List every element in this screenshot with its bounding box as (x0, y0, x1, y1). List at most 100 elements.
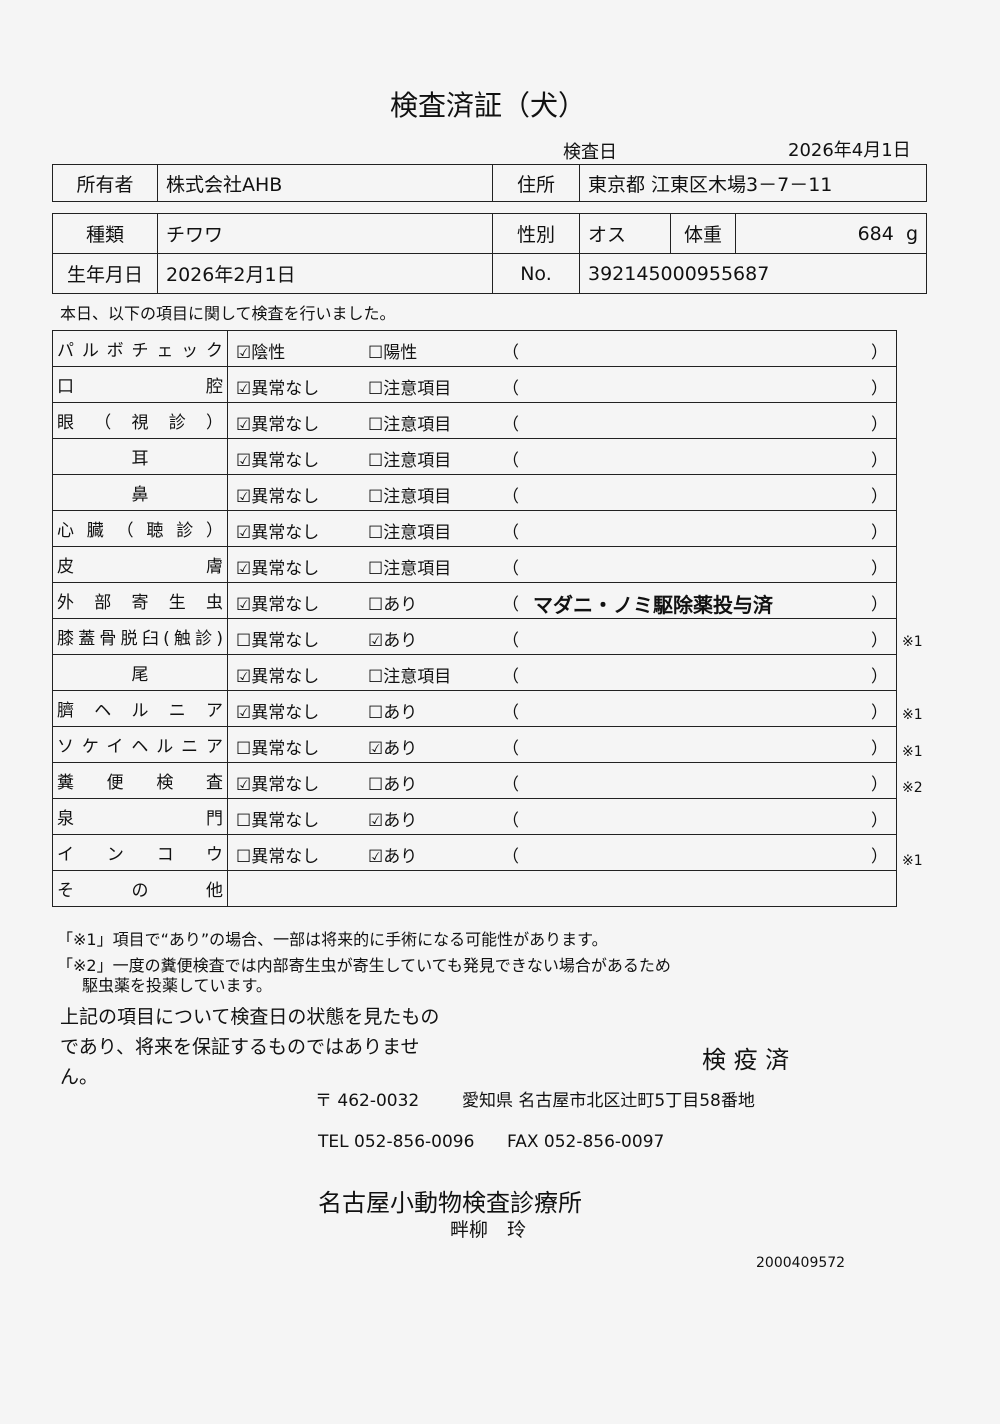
option-1-checkbox[interactable]: ☑ (236, 559, 252, 579)
inspection-row: 糞便検査 ☑異常なし ☐あり （ ） (52, 762, 897, 799)
note-paren-open: （ (502, 667, 519, 687)
option-2-checkbox[interactable]: ☐ (368, 487, 384, 507)
option-1-checkbox[interactable]: ☑ (236, 595, 252, 615)
note-paren-open: （ (502, 379, 519, 399)
inspection-row: インコウ ☐異常なし ☑あり （ ） (52, 834, 897, 871)
option-2-label: 注意項目 (383, 559, 452, 579)
option-1-label: 異常なし (251, 415, 320, 435)
footnote-2-cont: 駆虫薬を投薬しています。 (82, 976, 272, 995)
footnote-mark: ※2 (902, 780, 923, 797)
option-1-checkbox[interactable]: ☑ (236, 667, 252, 687)
option-2-label: 注意項目 (383, 379, 452, 399)
option-2-checkbox[interactable]: ☐ (368, 451, 384, 471)
inspection-row: 耳 ☑異常なし ☐注意項目 （ ） (52, 438, 897, 475)
option-2-checkbox[interactable]: ☐ (368, 379, 384, 399)
option-2-label: あり (383, 631, 418, 651)
page-title: 検査済証（犬） (389, 89, 586, 122)
row-label: 耳 (52, 438, 228, 475)
row-note: マダニ・ノミ駆除薬投与済 (533, 593, 773, 617)
option-2-checkbox[interactable]: ☐ (368, 667, 384, 687)
row-label: 心臓（聴診） (52, 510, 228, 547)
option-2-checkbox[interactable]: ☐ (368, 595, 384, 615)
type-label: 種類 (52, 213, 158, 254)
option-1-checkbox[interactable]: ☑ (236, 343, 252, 363)
row-label: 皮膚 (52, 546, 228, 583)
note-paren-open: （ (502, 487, 519, 507)
row-label: 眼（視診） (52, 402, 228, 439)
option-1-checkbox[interactable]: ☑ (236, 523, 252, 543)
option-1-checkbox[interactable]: ☑ (236, 775, 252, 795)
option-1-checkbox[interactable]: ☑ (236, 379, 252, 399)
note-paren-close: ） (871, 487, 888, 507)
option-1-label: 異常なし (251, 847, 320, 867)
option-2-checkbox[interactable]: ☐ (368, 415, 384, 435)
row-label: 鼻 (52, 474, 228, 511)
row-label: インコウ (52, 834, 228, 871)
option-1-checkbox[interactable]: ☐ (236, 631, 252, 651)
note-paren-close: ） (871, 703, 888, 723)
inspection-table: パルボチェック ☑陰性 ☐陽性（）口腔 ☑異常なし ☐注意項目（）眼（視診） ☑異常なし ☐… (52, 330, 897, 907)
option-1-label: 異常なし (251, 631, 320, 651)
row-label: 膝蓋骨脱臼(触診) (52, 618, 228, 655)
note-paren-open: （ (502, 559, 519, 579)
option-2-checkbox[interactable]: ☑ (368, 739, 384, 759)
owner-value: 株式会社AHB (157, 164, 493, 202)
other-field[interactable] (227, 870, 897, 907)
note-paren-open: （ (502, 703, 519, 723)
type-value: チワワ (157, 213, 493, 254)
note-paren-close: ） (871, 811, 888, 831)
option-2-checkbox[interactable]: ☑ (368, 811, 384, 831)
option-1-label: 異常なし (251, 595, 320, 615)
option-1-checkbox[interactable]: ☑ (236, 415, 252, 435)
weight-value: 684 (857, 222, 894, 245)
option-2-label: あり (383, 703, 418, 723)
option-1-checkbox[interactable]: ☑ (236, 451, 252, 471)
note-paren-open: （ (502, 451, 519, 471)
option-1-label: 異常なし (251, 487, 320, 507)
option-2-label: 注意項目 (383, 667, 452, 687)
option-1-label: 異常なし (251, 811, 320, 831)
birth-label: 生年月日 (52, 253, 158, 294)
option-2-checkbox[interactable]: ☐ (368, 703, 384, 723)
footnote-mark: ※1 (902, 853, 923, 870)
option-2-checkbox[interactable]: ☐ (368, 523, 384, 543)
note-paren-close: ） (871, 559, 888, 579)
option-2-checkbox[interactable]: ☐ (368, 559, 384, 579)
note-paren-open: （ (502, 847, 519, 867)
note-paren-open: （ (502, 595, 519, 615)
note-paren-close: ） (871, 775, 888, 795)
note-paren-open: （ (502, 739, 519, 759)
row-label: 臍ヘルニア (52, 690, 228, 727)
option-2-checkbox[interactable]: ☑ (368, 631, 384, 651)
note-paren-close: ） (871, 847, 888, 867)
option-2-label: あり (383, 847, 418, 867)
note-paren-close: ） (871, 523, 888, 543)
sex-value: オス (579, 213, 671, 254)
option-1-checkbox[interactable]: ☐ (236, 847, 252, 867)
option-1-checkbox[interactable]: ☐ (236, 739, 252, 759)
option-2-checkbox[interactable]: ☐ (368, 343, 384, 363)
option-2-checkbox[interactable]: ☐ (368, 775, 384, 795)
row-label: 泉門 (52, 798, 228, 835)
option-1-checkbox[interactable]: ☑ (236, 487, 252, 507)
address-value: 東京都 江東区木場3－7－11 (579, 164, 927, 202)
doctor-name: 畔柳 玲 (450, 1219, 527, 1241)
option-1-label: 異常なし (251, 523, 320, 543)
document-number: 2000409572 (756, 1255, 846, 1271)
footnote-1: 「※1」項目で“あり”の場合、一部は将来的に手術になる可能性があります。 (57, 930, 608, 949)
intro-text: 本日、以下の項目に関して検査を行いました。 (60, 304, 396, 323)
note-paren-open: （ (502, 343, 519, 363)
option-2-label: あり (383, 811, 418, 831)
note-paren-close: ） (871, 667, 888, 687)
row-label: 尾 (52, 654, 228, 691)
clinic-address: 愛知県 名古屋市北区辻町5丁目58番地 (462, 1091, 755, 1111)
option-2-checkbox[interactable]: ☑ (368, 847, 384, 867)
inspection-row: 泉門 ☐異常なし ☑あり （ ） (52, 798, 897, 835)
inspection-row: 臍ヘルニア ☑異常なし ☐あり （ ） (52, 690, 897, 727)
option-1-checkbox[interactable]: ☐ (236, 811, 252, 831)
option-1-checkbox[interactable]: ☑ (236, 703, 252, 723)
clinic-tel: TEL 052-856-0096 (318, 1132, 475, 1152)
inspection-row: パルボチェック ☑陰性 ☐陽性 （ ） (52, 330, 897, 367)
row-label: 口腔 (52, 366, 228, 403)
